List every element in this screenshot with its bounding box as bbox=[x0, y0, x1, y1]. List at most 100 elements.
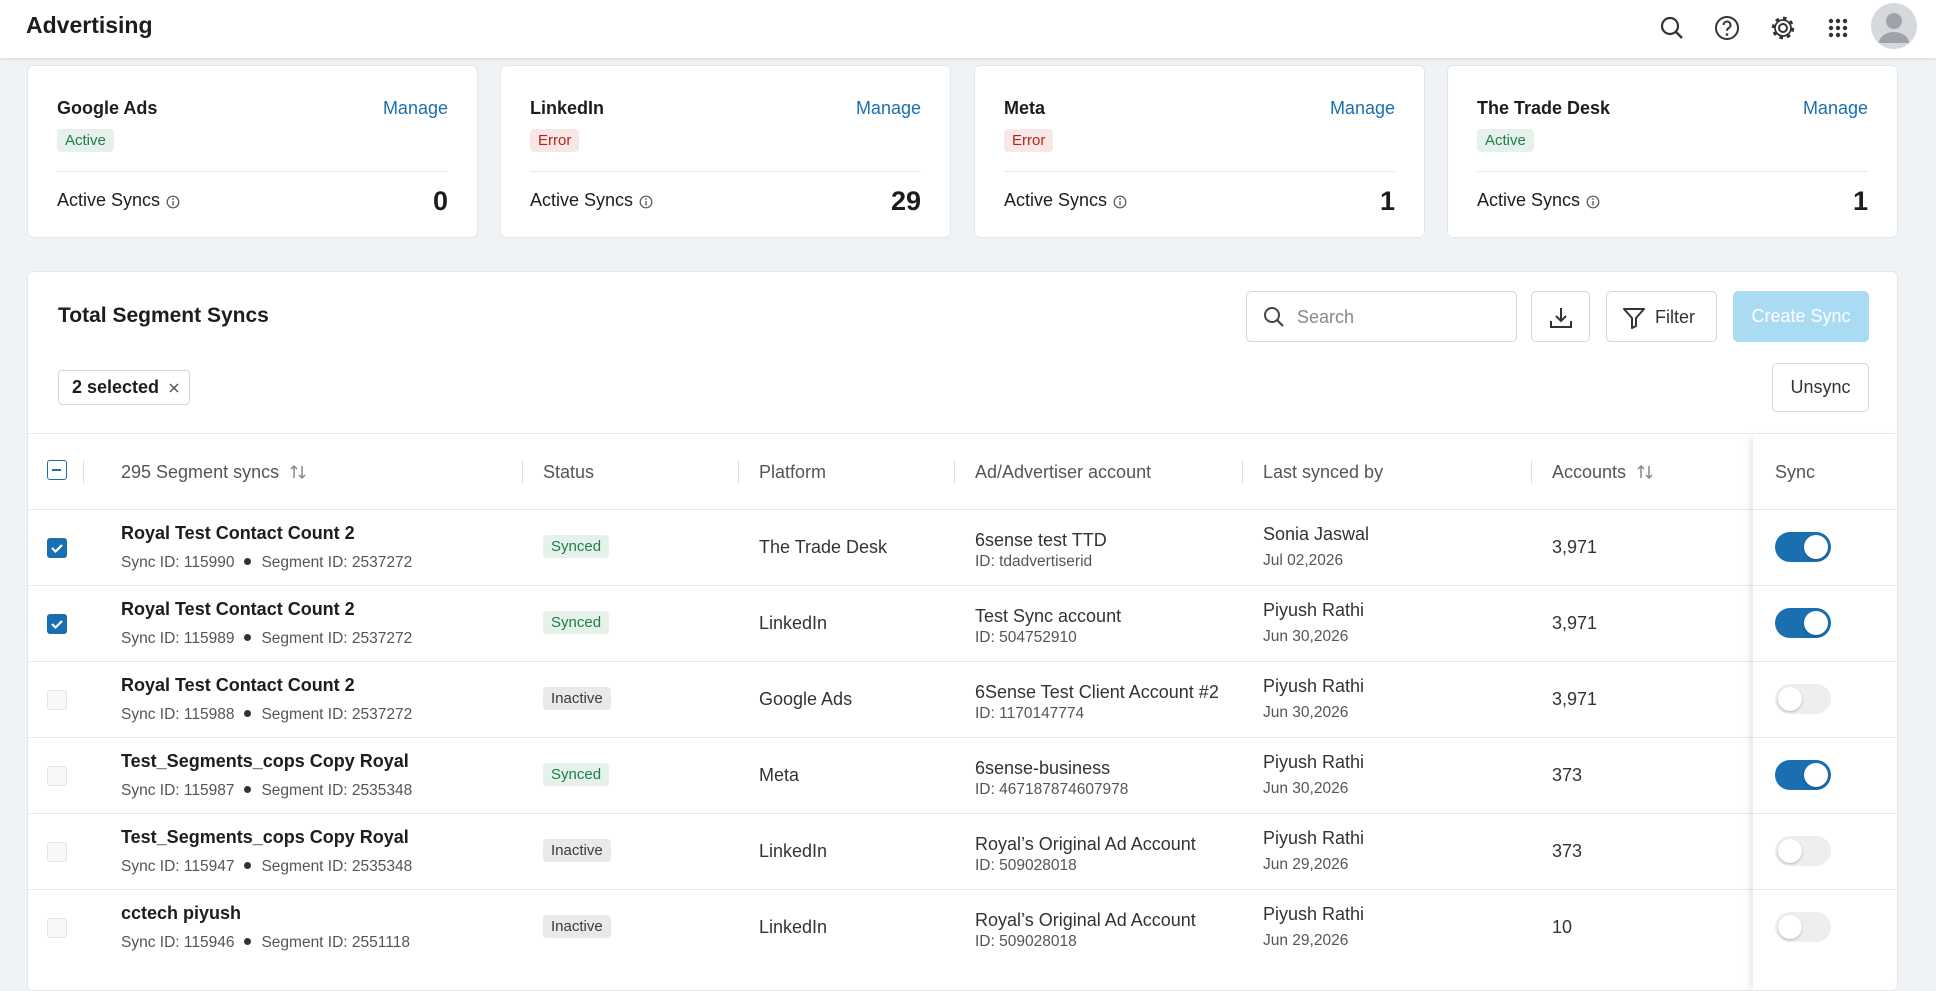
selected-label: 2 selected bbox=[72, 377, 160, 397]
checkbox[interactable] bbox=[47, 918, 67, 938]
sync-id: Sync ID: 115987 bbox=[121, 782, 235, 799]
account-name: Royal’s Original Ad Account bbox=[975, 909, 1196, 930]
sync-toggle[interactable] bbox=[1775, 760, 1831, 790]
last-synced-date: Jun 30,2026 bbox=[1263, 628, 1349, 645]
status-badge: Active bbox=[1477, 129, 1534, 152]
manage-link[interactable]: Manage bbox=[1802, 98, 1868, 118]
account-id: ID: 504752910 bbox=[975, 628, 1077, 646]
search-icon[interactable] bbox=[1656, 12, 1688, 44]
last-synced-user: Piyush Rathi bbox=[1263, 676, 1365, 696]
checkbox[interactable] bbox=[47, 614, 67, 634]
segment-id: Segment ID: 2535348 bbox=[261, 858, 413, 875]
info-icon[interactable] bbox=[1586, 195, 1600, 209]
last-synced-date: Jun 29,2026 bbox=[1263, 856, 1349, 873]
page-title: Advertising bbox=[26, 12, 153, 38]
info-icon[interactable] bbox=[1113, 195, 1127, 209]
account: Royal’s Original Ad Account ID: 509028018 bbox=[975, 832, 1225, 875]
segment-syncs-panel: Total Segment Syncs Search Filter Create… bbox=[27, 271, 1898, 991]
sync-toggle[interactable] bbox=[1775, 836, 1831, 866]
sync-toggle[interactable] bbox=[1775, 608, 1831, 638]
sync-toggle[interactable] bbox=[1775, 532, 1831, 562]
selected-chip[interactable]: 2 selected bbox=[58, 370, 191, 405]
row-border bbox=[1753, 813, 1897, 814]
avatar[interactable] bbox=[1871, 3, 1917, 49]
id-dot bbox=[244, 558, 252, 565]
help-icon[interactable] bbox=[1711, 12, 1743, 44]
toggle-knob bbox=[1804, 611, 1828, 635]
platform-card: The Trade Desk Manage Active Active Syncs 1 bbox=[1447, 65, 1898, 238]
platform: LinkedIn bbox=[759, 841, 828, 861]
checkbox[interactable] bbox=[47, 460, 67, 480]
row-border bbox=[1753, 737, 1897, 738]
card-divider bbox=[1477, 171, 1868, 172]
segment-id: Segment ID: 2551118 bbox=[261, 934, 410, 951]
status-badge: Synced bbox=[543, 763, 610, 786]
checkbox[interactable] bbox=[47, 766, 67, 786]
toggle-knob bbox=[1778, 839, 1802, 863]
account-name: 6sense-business bbox=[975, 757, 1111, 778]
checkbox[interactable] bbox=[47, 538, 67, 558]
search-box-icon bbox=[1264, 307, 1284, 327]
apps-icon[interactable] bbox=[1822, 12, 1854, 44]
platform-card: LinkedIn Manage Error Active Syncs 29 bbox=[500, 65, 951, 238]
create-sync-button[interactable]: Create Sync bbox=[1733, 291, 1869, 342]
manage-link[interactable]: Manage bbox=[382, 98, 448, 118]
info-icon[interactable] bbox=[639, 195, 653, 209]
platform-card: Meta Manage Error Active Syncs 1 bbox=[974, 65, 1425, 238]
chip-close-icon[interactable] bbox=[169, 383, 179, 393]
id-dot bbox=[244, 710, 252, 717]
sort-icon[interactable] bbox=[1636, 463, 1654, 481]
status-badge: Synced bbox=[543, 535, 610, 558]
sync-toggle[interactable] bbox=[1775, 912, 1831, 942]
column-header: Sync bbox=[1775, 462, 1816, 482]
segment-id: Segment ID: 2535348 bbox=[261, 782, 413, 799]
segment-ids: Sync ID: 115987 Segment ID: 2535348 bbox=[121, 782, 412, 800]
metric-label: Active Syncs bbox=[1004, 190, 1108, 210]
sync-column: Sync bbox=[1753, 434, 1897, 990]
panel-title: Total Segment Syncs bbox=[58, 304, 269, 327]
info-icon[interactable] bbox=[166, 195, 180, 209]
search-box[interactable]: Search bbox=[1246, 291, 1517, 342]
manage-link[interactable]: Manage bbox=[1329, 98, 1395, 118]
account-name: Test Sync account bbox=[975, 605, 1122, 626]
card-divider bbox=[1004, 171, 1395, 172]
platform: Google Ads bbox=[759, 689, 853, 709]
sync-id: Sync ID: 115989 bbox=[121, 630, 235, 647]
account: 6sense-business ID: 467187874607978 bbox=[975, 756, 1225, 799]
toggle-knob bbox=[1778, 687, 1802, 711]
settings-icon[interactable] bbox=[1767, 12, 1799, 44]
table-row: Test_Segments_cops Copy Royal Sync ID: 11… bbox=[28, 813, 1897, 889]
card-divider bbox=[530, 171, 921, 172]
column-separator bbox=[83, 461, 84, 483]
row-border bbox=[1753, 661, 1897, 662]
metric-label: Active Syncs bbox=[530, 190, 634, 210]
column-header: Last synced by bbox=[1263, 462, 1384, 482]
account-id: ID: tdadvertiserid bbox=[975, 552, 1093, 570]
account-name: Royal’s Original Ad Account bbox=[975, 833, 1196, 854]
platform: Meta bbox=[759, 765, 800, 785]
column-separator bbox=[1242, 461, 1243, 483]
unsync-button[interactable]: Unsync bbox=[1772, 363, 1869, 412]
id-dot bbox=[244, 634, 252, 641]
segment-id: Segment ID: 2537272 bbox=[261, 706, 413, 723]
sort-icon[interactable] bbox=[289, 463, 307, 481]
download-button[interactable] bbox=[1531, 291, 1590, 342]
table-row: cctech piyush Sync ID: 115946 Segment ID: … bbox=[28, 889, 1897, 965]
segment-name: Royal Test Contact Count 2 bbox=[121, 675, 355, 695]
checkbox[interactable] bbox=[47, 690, 67, 710]
manage-link[interactable]: Manage bbox=[855, 98, 921, 118]
filter-button[interactable]: Filter bbox=[1606, 291, 1717, 342]
metric-label: Active Syncs bbox=[1477, 190, 1581, 210]
platform-name: Google Ads bbox=[57, 98, 158, 118]
checkbox[interactable] bbox=[47, 842, 67, 862]
last-synced-user: Piyush Rathi bbox=[1263, 752, 1365, 772]
account-id: ID: 509028018 bbox=[975, 932, 1077, 950]
sync-id: Sync ID: 115947 bbox=[121, 858, 235, 875]
segment-id: Segment ID: 2537272 bbox=[261, 630, 413, 647]
account-name: 6sense test TTD bbox=[975, 529, 1107, 550]
id-dot bbox=[244, 786, 252, 793]
segment-name: Test_Segments_cops Copy Royal bbox=[121, 751, 409, 771]
sync-toggle[interactable] bbox=[1775, 684, 1831, 714]
account-id: ID: 467187874607978 bbox=[975, 780, 1129, 798]
